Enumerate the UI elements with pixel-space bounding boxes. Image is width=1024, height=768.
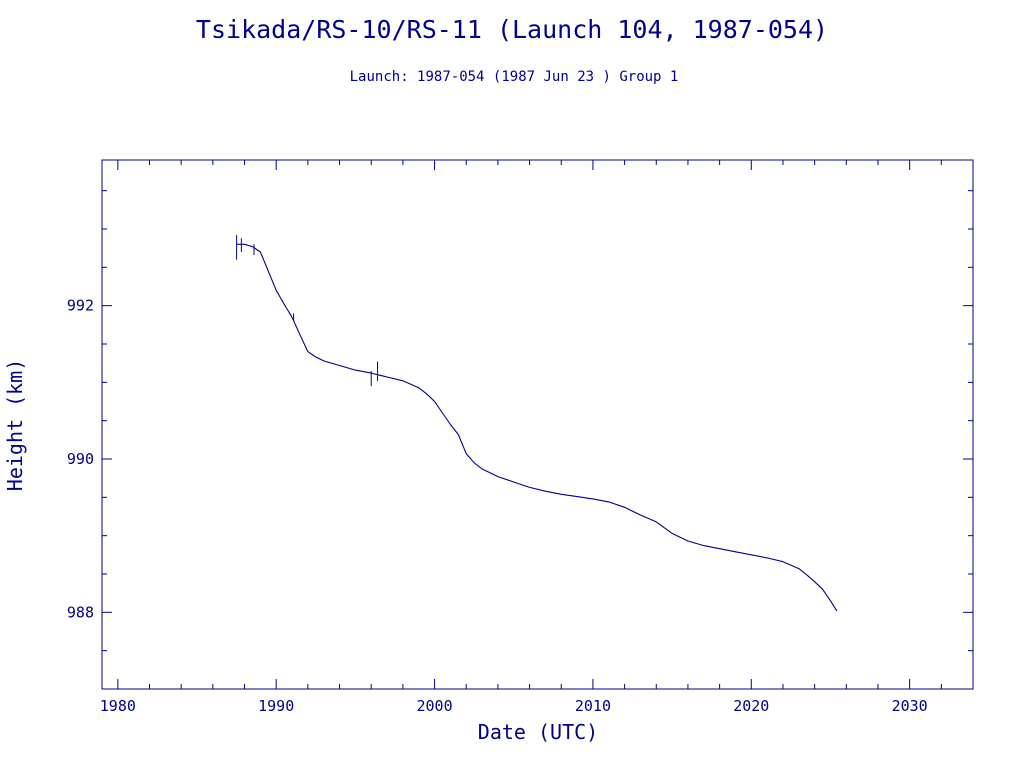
x-axis-tick-labels: 1980 1990 2000 2010 2020 2030	[100, 697, 928, 715]
x-tick-label: 2000	[417, 697, 453, 715]
y-axis-ticks	[102, 190, 973, 690]
y-tick-label: 990	[67, 450, 94, 468]
y-tick-label: 988	[67, 603, 94, 621]
x-tick-label: 2020	[733, 697, 769, 715]
x-axis-title: Date (UTC)	[478, 720, 598, 744]
plot-frame	[101, 159, 974, 690]
spike-group	[236, 235, 379, 387]
series-group	[236, 243, 838, 612]
x-tick-label: 2010	[575, 697, 611, 715]
y-axis-title: Height (km)	[3, 359, 27, 491]
chart-subtitle: Launch: 1987-054 (1987 Jun 23 ) Group 1	[350, 69, 679, 85]
y-axis-tick-labels: 988 990 992	[67, 297, 94, 622]
x-tick-label: 1990	[258, 697, 294, 715]
x-axis-ticks	[117, 160, 974, 689]
y-tick-label: 992	[67, 297, 94, 315]
series-line	[236, 243, 838, 612]
x-tick-label: 1980	[100, 697, 136, 715]
chart-title: Tsikada/RS-10/RS-11 (Launch 104, 1987-05…	[196, 15, 828, 44]
x-tick-label: 2030	[892, 697, 928, 715]
